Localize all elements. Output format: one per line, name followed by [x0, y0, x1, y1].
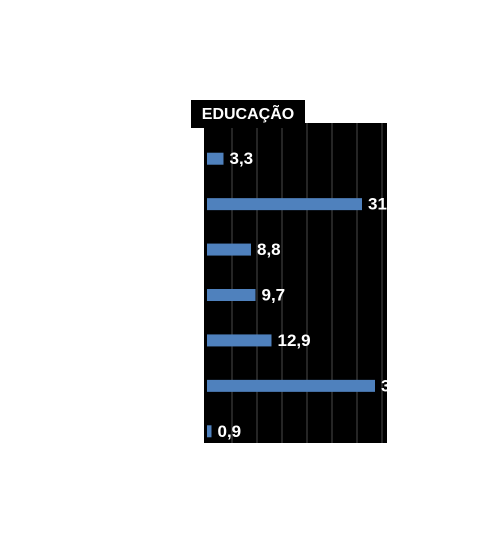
data-label: 31,0: [368, 195, 401, 214]
data-labels: 3,3 31,0 8,8 9,7 12,9 33,6 0,9: [218, 149, 414, 441]
bar: [207, 289, 256, 301]
bars: [207, 152, 375, 438]
bar: [207, 379, 375, 392]
data-label: 8,8: [257, 240, 281, 259]
grid: [231, 123, 383, 443]
data-label: 3,3: [230, 149, 254, 168]
bar: [207, 198, 362, 211]
bar: [207, 152, 224, 165]
data-label: 0,9: [218, 422, 242, 441]
data-label: 12,9: [278, 331, 311, 350]
bar: [207, 243, 251, 256]
data-label: 33,6: [381, 376, 414, 395]
title-box: [191, 100, 305, 128]
plot-area: [204, 123, 387, 443]
bar: [207, 425, 212, 438]
data-label: 9,7: [262, 285, 286, 304]
chart-title: EDUCAÇÃO: [202, 103, 294, 123]
bar: [207, 334, 272, 347]
